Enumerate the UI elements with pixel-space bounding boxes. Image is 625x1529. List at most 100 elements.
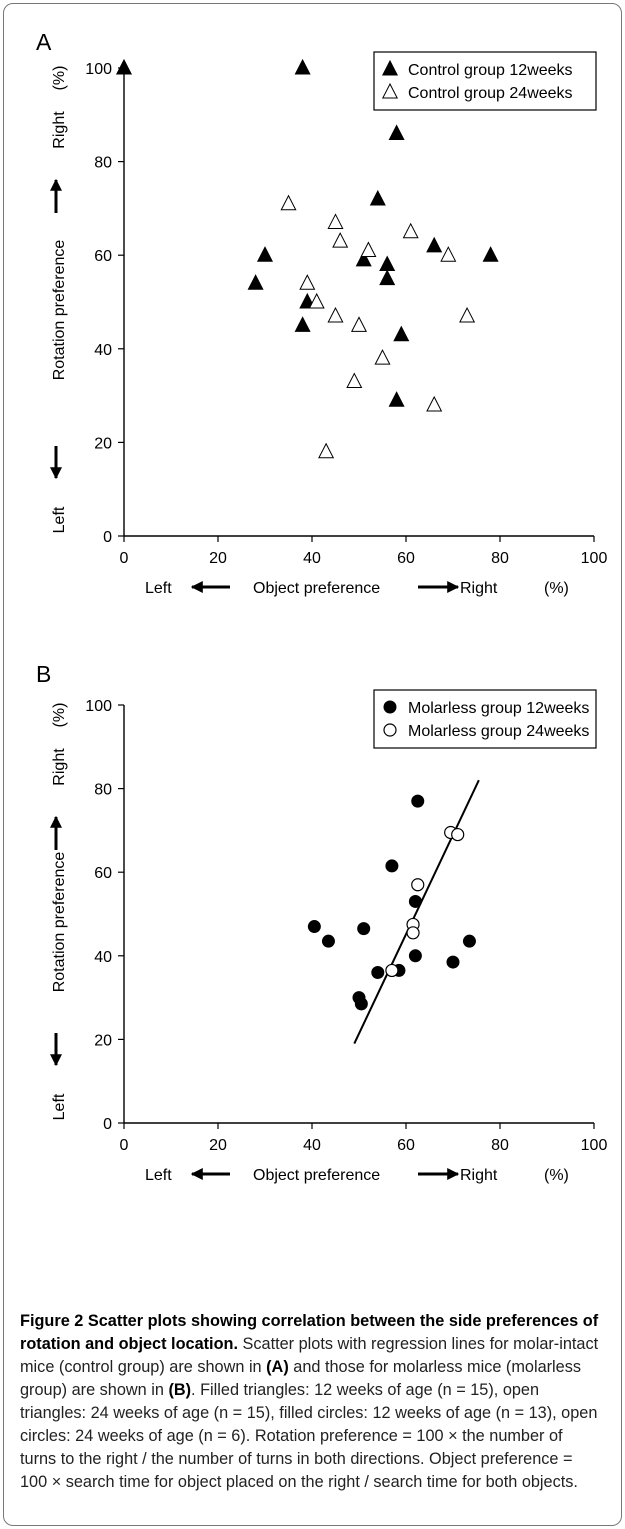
y-label-low: Left xyxy=(51,506,68,533)
y-tick-label: 80 xyxy=(94,155,112,172)
data-point xyxy=(294,58,311,75)
figure-frame xyxy=(3,3,622,1526)
y-tick-label: 40 xyxy=(94,342,112,359)
data-point xyxy=(446,955,460,969)
data-point xyxy=(462,934,476,948)
x-label-left: Left xyxy=(145,580,172,597)
data-point xyxy=(371,966,385,980)
legend-label: Control group 24weeks xyxy=(408,85,573,102)
y-label-low: Left xyxy=(51,1093,68,1120)
y-label-high: Right xyxy=(51,748,68,786)
regression-line xyxy=(353,779,480,1045)
caption-ref-b: (B) xyxy=(168,1381,192,1399)
legend-label: Molarless group 12weeks xyxy=(408,700,589,717)
legend-marker xyxy=(383,723,397,737)
y-axis-title: Rotation preference xyxy=(51,240,68,381)
data-point xyxy=(280,194,297,211)
data-point xyxy=(426,395,443,412)
x-tick-label: 20 xyxy=(209,1137,227,1154)
caption-text-3: . Filled triangles: 12 weeks of age (n =… xyxy=(20,1381,598,1491)
x-unit-label: (%) xyxy=(544,580,569,597)
x-tick-label: 80 xyxy=(491,1137,509,1154)
data-point xyxy=(350,316,368,332)
y-unit-label: (%) xyxy=(51,703,68,728)
data-point xyxy=(357,922,371,936)
y-tick-label: 20 xyxy=(94,435,112,452)
data-point xyxy=(411,878,425,892)
data-point xyxy=(308,292,325,309)
x-tick-label: 40 xyxy=(303,550,321,567)
data-point xyxy=(459,306,476,323)
y-tick-label: 40 xyxy=(94,949,112,966)
x-tick-label: 100 xyxy=(581,550,608,567)
y-tick-label: 20 xyxy=(94,1032,112,1049)
data-point xyxy=(256,246,274,262)
x-label-right: Right xyxy=(460,580,498,597)
data-point xyxy=(408,894,422,908)
data-point xyxy=(354,997,368,1011)
x-axis-title: Object preference xyxy=(253,1167,380,1184)
panel-letter: B xyxy=(36,661,51,687)
data-point xyxy=(402,222,419,239)
data-point xyxy=(408,949,422,963)
legend-marker xyxy=(383,700,397,714)
caption-ref-a: (A) xyxy=(266,1358,289,1376)
x-tick-label: 60 xyxy=(397,550,415,567)
y-axis-title: Rotation preference xyxy=(51,852,68,993)
legend-label: Molarless group 24weeks xyxy=(408,723,589,740)
figure-caption: Figure 2 Scatter plots showing correlati… xyxy=(20,1310,600,1494)
data-point xyxy=(385,963,399,978)
x-tick-label: 0 xyxy=(120,1137,129,1154)
panel-a-chart: A 0 20 40 60 80 100 0 20 40 60 80 100 Left Object pref… xyxy=(36,29,607,597)
y-unit-label: (%) xyxy=(51,66,68,91)
y-tick-label: 100 xyxy=(85,698,112,715)
x-label-left: Left xyxy=(145,1167,172,1184)
legend-label: Control group 12weeks xyxy=(408,62,573,79)
data-point xyxy=(374,349,391,365)
data-point xyxy=(440,246,457,262)
legend-marker xyxy=(381,82,399,99)
y-tick-label: 60 xyxy=(94,865,112,882)
x-tick-label: 80 xyxy=(491,550,509,567)
x-tick-label: 20 xyxy=(209,550,227,567)
panel-letter: A xyxy=(36,29,52,55)
data-point xyxy=(451,827,465,842)
y-tick-label: 60 xyxy=(94,248,112,265)
x-tick-label: 0 xyxy=(120,550,129,567)
data-point xyxy=(406,926,420,940)
x-tick-label: 100 xyxy=(581,1137,608,1154)
data-point xyxy=(426,236,443,253)
data-point xyxy=(318,442,335,459)
data-point xyxy=(388,391,405,407)
data-point xyxy=(369,189,386,206)
data-point xyxy=(115,58,133,75)
data-point xyxy=(360,241,377,258)
x-unit-label: (%) xyxy=(544,1167,569,1184)
data-point xyxy=(321,934,335,948)
data-point xyxy=(393,325,410,342)
y-tick-label: 0 xyxy=(103,1116,112,1133)
data-point xyxy=(346,372,363,389)
caption-title: Figure 2 Scatter plots showing correlati… xyxy=(20,1312,599,1353)
x-tick-label: 40 xyxy=(303,1137,321,1154)
data-point xyxy=(307,920,321,934)
y-label-high: Right xyxy=(51,111,68,149)
data-point xyxy=(355,250,372,267)
data-point xyxy=(294,316,311,332)
x-axis-title: Object preference xyxy=(253,580,380,597)
x-tick-label: 60 xyxy=(397,1137,415,1154)
x-label-right: Right xyxy=(460,1167,498,1184)
data-point xyxy=(379,269,396,286)
data-point xyxy=(247,274,264,290)
data-point xyxy=(327,306,344,323)
legend-marker xyxy=(381,59,399,76)
data-point xyxy=(332,232,349,248)
data-point xyxy=(482,246,499,262)
data-point xyxy=(327,213,344,229)
data-point xyxy=(385,859,399,873)
y-tick-label: 0 xyxy=(103,529,112,546)
y-tick-label: 80 xyxy=(94,782,112,799)
data-point xyxy=(379,255,396,272)
caption-text-2: and those for molarless mice (molarless … xyxy=(20,1358,582,1399)
caption-text-1: Scatter plots with regression lines for … xyxy=(20,1335,599,1376)
